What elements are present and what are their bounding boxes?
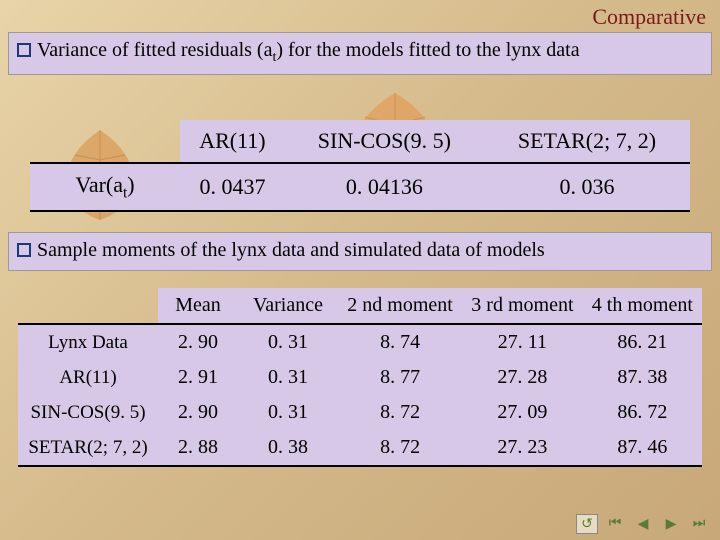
- variance-table: AR(11) SIN-COS(9. 5) SETAR(2; 7, 2) Var(…: [30, 120, 690, 212]
- bullet1-prefix: Variance of fitted residuals (a: [37, 39, 272, 61]
- t2-r0-c4: 86. 21: [583, 324, 702, 360]
- t2-r1-c0: 2. 91: [158, 360, 238, 395]
- t2-h3: 3 rd moment: [462, 288, 583, 324]
- t2-r3-c4: 87. 46: [583, 430, 702, 466]
- t1-v0: 0. 0437: [180, 163, 285, 211]
- first-slide-icon[interactable]: ⏮: [604, 514, 626, 534]
- t2-r1-label: AR(11): [18, 360, 158, 395]
- t2-r3-c2: 8. 72: [338, 430, 462, 466]
- t1-h0: AR(11): [180, 120, 285, 163]
- t1-h1: SIN-COS(9. 5): [285, 120, 484, 163]
- t2-r2-label: SIN-COS(9. 5): [18, 395, 158, 430]
- t2-r1-c3: 27. 28: [462, 360, 583, 395]
- t2-r0-c0: 2. 90: [158, 324, 238, 360]
- table-row: AR(11) 2. 91 0. 31 8. 77 27. 28 87. 38: [18, 360, 702, 395]
- t1-rowlabel: Var(at): [30, 163, 180, 211]
- t1-v1: 0. 04136: [285, 163, 484, 211]
- page-title: Comparative: [592, 4, 706, 30]
- t2-r1-c4: 87. 38: [583, 360, 702, 395]
- t2-h2: 2 nd moment: [338, 288, 462, 324]
- t2-r3-label: SETAR(2; 7, 2): [18, 430, 158, 466]
- t2-r2-c2: 8. 72: [338, 395, 462, 430]
- t1-h2: SETAR(2; 7, 2): [484, 120, 690, 163]
- t2-r3-c3: 27. 23: [462, 430, 583, 466]
- moments-table: Mean Variance 2 nd moment 3 rd moment 4 …: [18, 288, 702, 467]
- t2-h1: Variance: [238, 288, 338, 324]
- table-row: Lynx Data 2. 90 0. 31 8. 74 27. 11 86. 2…: [18, 324, 702, 360]
- t1-corner: [30, 120, 180, 163]
- t2-r3-c0: 2. 88: [158, 430, 238, 466]
- t2-r2-c0: 2. 90: [158, 395, 238, 430]
- t2-r2-c4: 86. 72: [583, 395, 702, 430]
- bullet-variance: Variance of fitted residuals (at) for th…: [8, 32, 712, 75]
- t2-r1-c2: 8. 77: [338, 360, 462, 395]
- bullet-moments: Sample moments of the lynx data and simu…: [8, 232, 712, 271]
- bullet1-suffix: ) for the models fitted to the lynx data: [276, 39, 579, 61]
- t2-r0-c3: 27. 11: [462, 324, 583, 360]
- t2-r3-c1: 0. 38: [238, 430, 338, 466]
- t2-r0-label: Lynx Data: [18, 324, 158, 360]
- slide-nav: ↺ ⏮ ◀ ▶ ⏭: [576, 514, 710, 534]
- t2-r2-c3: 27. 09: [462, 395, 583, 430]
- t2-corner: [18, 288, 158, 324]
- bullet-square-icon: [17, 243, 31, 257]
- t2-h0: Mean: [158, 288, 238, 324]
- table-row: SETAR(2; 7, 2) 2. 88 0. 38 8. 72 27. 23 …: [18, 430, 702, 466]
- bullet2-text: Sample moments of the lynx data and simu…: [37, 239, 545, 261]
- t1-v2: 0. 036: [484, 163, 690, 211]
- prev-slide-icon[interactable]: ◀: [632, 514, 654, 534]
- t2-r2-c1: 0. 31: [238, 395, 338, 430]
- back-icon[interactable]: ↺: [576, 514, 598, 534]
- table-row: SIN-COS(9. 5) 2. 90 0. 31 8. 72 27. 09 8…: [18, 395, 702, 430]
- t2-r0-c1: 0. 31: [238, 324, 338, 360]
- next-slide-icon[interactable]: ▶: [660, 514, 682, 534]
- t2-r0-c2: 8. 74: [338, 324, 462, 360]
- last-slide-icon[interactable]: ⏭: [688, 514, 710, 534]
- t2-r1-c1: 0. 31: [238, 360, 338, 395]
- t2-h4: 4 th moment: [583, 288, 702, 324]
- bullet-square-icon: [17, 43, 31, 57]
